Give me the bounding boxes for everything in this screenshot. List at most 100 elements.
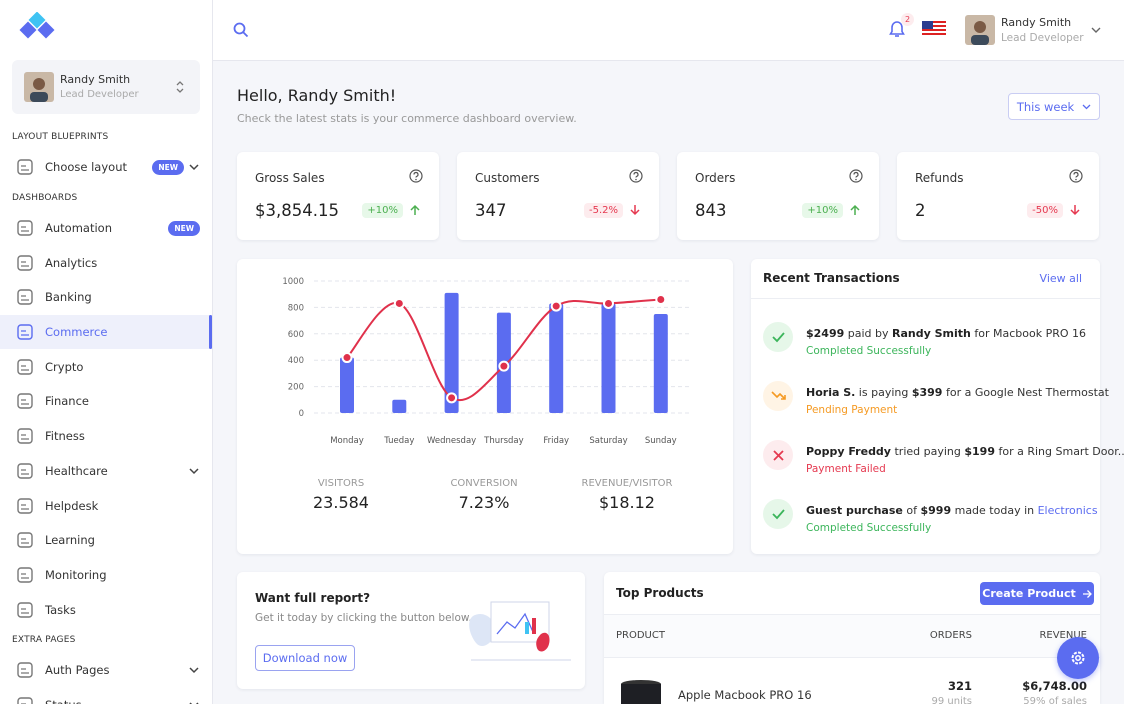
text-part: for Macbook PRO 16	[970, 327, 1087, 340]
point	[655, 293, 667, 305]
x-tick-label: Tueday	[383, 436, 414, 446]
icon	[17, 289, 33, 306]
transactions-title: Recent Transactions	[763, 271, 900, 285]
icon	[17, 567, 33, 583]
stat-value: 843	[695, 201, 727, 220]
nav-item[interactable]: Finance	[0, 384, 212, 419]
nav-item[interactable]: Auth Pages	[0, 653, 212, 688]
text-part[interactable]: Electronics	[1037, 504, 1098, 517]
period-select[interactable]: This week	[1008, 93, 1100, 120]
transaction[interactable]: $2499 paid by Randy Smith for Macbook PR…	[751, 307, 1100, 366]
product-name: Apple Macbook PRO 16	[678, 688, 812, 702]
greeting-subtitle: Check the latest stats is your commerce …	[237, 112, 577, 125]
logo[interactable]	[18, 12, 60, 44]
search-icon[interactable]	[233, 22, 249, 38]
nav: LAYOUT BLUEPRINTS Choose layout NEW DASHBOA…	[0, 124, 212, 704]
settings-button[interactable]	[1057, 637, 1099, 679]
nav-section-title: DASHBOARDS	[12, 192, 78, 203]
text-part: for a Google Nest Thermostat	[942, 386, 1109, 399]
download-button[interactable]: Download now	[255, 645, 355, 671]
stat-card: Gross Sales $3,854.15 +10%	[237, 152, 439, 240]
period-label: This week	[1016, 99, 1075, 114]
trend-arrow	[409, 204, 421, 216]
nav-item[interactable]: Tasks	[0, 592, 212, 627]
transaction-text: Horia S. is paying $399 for a Google Nes…	[806, 386, 1109, 399]
topbar: 2 Randy Smith Lead Developer	[213, 0, 1124, 61]
nav-label: Auth Pages	[45, 663, 110, 678]
transaction-text: Poppy Freddy tried paying $199 for a Rin…	[806, 445, 1124, 458]
help-icon	[1069, 169, 1083, 183]
icon	[17, 601, 33, 618]
stat-label: Customers	[475, 171, 540, 185]
icon	[17, 428, 33, 444]
text-part: $399	[911, 386, 943, 399]
metric-label: CONVERSION	[450, 478, 518, 489]
flag-icon[interactable]	[922, 21, 946, 37]
nav-chevron	[188, 666, 200, 674]
nav-item[interactable]: Analytics	[0, 245, 212, 280]
nav-item[interactable]: Status	[0, 688, 212, 704]
nav-item[interactable]: Learning	[0, 523, 212, 558]
transaction[interactable]: Poppy Freddy tried paying $199 for a Rin…	[751, 425, 1124, 484]
product-share: 59% of sales	[1023, 696, 1087, 704]
text-part: for a Ring Smart Door...	[994, 445, 1124, 458]
transaction-icon	[763, 440, 793, 470]
icon	[189, 468, 199, 474]
nav-item[interactable]: Automation NEW	[0, 211, 212, 246]
trend-arrow	[1069, 204, 1081, 216]
trend-arrow	[629, 204, 641, 216]
y-tick-label: 0	[299, 409, 304, 419]
profile-switcher[interactable]: Randy Smith Lead Developer	[12, 60, 200, 114]
nav-icon	[16, 392, 34, 410]
product-image	[621, 680, 661, 704]
user-name: Randy Smith	[1001, 16, 1072, 29]
nav-label: Learning	[45, 533, 95, 548]
point	[603, 297, 614, 309]
nav-label: Healthcare	[45, 463, 108, 478]
report-title: Want full report?	[255, 591, 371, 605]
transaction[interactable]: Guest purchase of $999 made today in Ele…	[751, 484, 1100, 543]
text-part: Guest purchase	[806, 504, 903, 517]
nav-item[interactable]: Fitness	[0, 419, 212, 454]
nav-label: Monitoring	[45, 567, 107, 582]
icon	[770, 390, 786, 400]
icon	[772, 449, 784, 461]
nav-item[interactable]: Monitoring	[0, 558, 212, 593]
nav-icon	[16, 462, 34, 480]
point	[550, 300, 562, 312]
view-all-link[interactable]: View all	[1039, 272, 1082, 285]
icon	[630, 205, 640, 216]
nav-item[interactable]: Helpdesk	[0, 488, 212, 523]
nav-label: Finance	[45, 394, 89, 409]
create-product-button[interactable]: Create Product	[980, 582, 1094, 605]
bar	[549, 303, 564, 413]
x-tick-label: Monday	[330, 436, 364, 446]
text-part: $199	[964, 445, 995, 458]
nav-label: Status	[45, 698, 82, 704]
y-tick-label: 800	[288, 303, 304, 313]
icon	[410, 204, 420, 215]
transaction[interactable]: Horia S. is paying $399 for a Google Nes…	[751, 366, 1109, 425]
icon	[17, 532, 33, 548]
trend-arrow	[849, 204, 861, 216]
x-tick-label: Saturday	[589, 436, 627, 446]
stat-change: +10%	[362, 203, 403, 218]
nav-item[interactable]: Banking	[0, 280, 212, 315]
nav-icon	[16, 497, 34, 515]
nav-item[interactable]: Crypto	[0, 349, 212, 384]
point	[446, 392, 458, 404]
metric-value: $18.12	[599, 493, 655, 512]
text-part: Poppy Freddy	[806, 445, 891, 458]
bell-icon[interactable]	[889, 20, 905, 38]
nav-item[interactable]: Commerce	[0, 314, 212, 350]
profile-name: Randy Smith	[60, 73, 131, 86]
user-chevron[interactable]	[1090, 26, 1102, 34]
nav-item[interactable]: Choose layout NEW	[0, 150, 212, 185]
user-avatar[interactable]	[965, 15, 995, 45]
help-icon	[409, 169, 423, 183]
text-part: Randy Smith	[892, 327, 971, 340]
text-part: $2499	[806, 327, 845, 340]
top-products-card: Top Products Create Product PRODUCT ORDE…	[604, 572, 1100, 704]
nav-item[interactable]: Healthcare	[0, 454, 212, 489]
transactions-card: Recent Transactions View all $2499 paid …	[751, 259, 1124, 554]
